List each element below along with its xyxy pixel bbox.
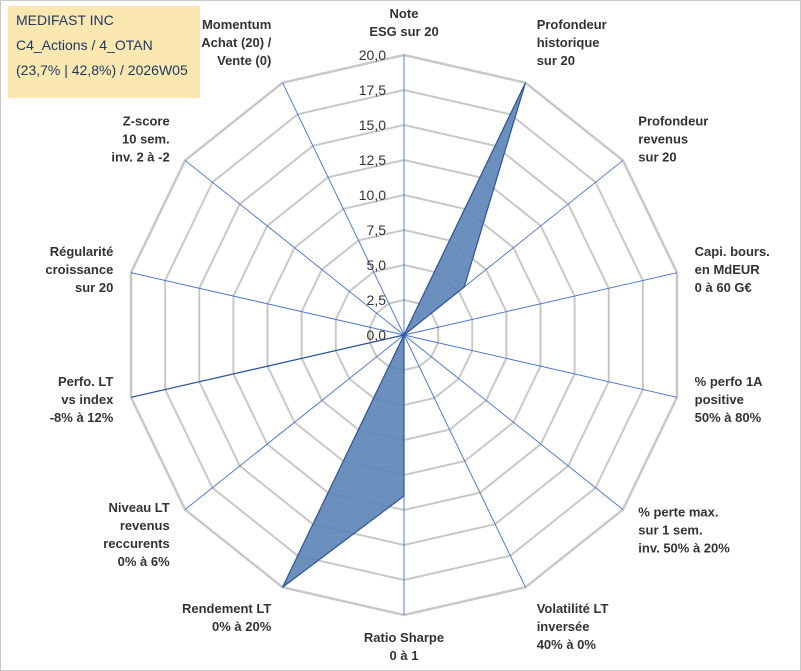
axis-label: % perfo 1A positive 50% à 80% <box>695 374 764 425</box>
portfolio-path: C4_Actions / 4_OTAN <box>16 37 153 53</box>
tick-label: 5,0 <box>367 257 387 273</box>
axis-label: Capi. bours. en MdEUR 0 à 60 G€ <box>695 244 770 295</box>
radial-tick-labels: 0,0 2,5 5,0 7,5 10,0 12,5 15,0 17,5 20,0 <box>359 47 386 343</box>
axis-spoke <box>403 334 678 398</box>
axis-label: Note ESG sur 20 <box>369 6 438 39</box>
portfolio-stats: (23,7% | 42,8%) / 2026W05 <box>16 62 188 78</box>
tick-label: 2,5 <box>367 292 387 308</box>
tick-label: 12,5 <box>359 152 386 168</box>
axis-spoke <box>403 334 526 588</box>
axis-label: Momentum Achat (20) / Vente (0) <box>201 17 271 68</box>
tick-label: 17,5 <box>359 82 386 98</box>
axis-label: Rendement LT 0% à 20% <box>182 601 272 634</box>
company-name: MEDIFAST INC <box>16 12 114 28</box>
tick-label: 20,0 <box>359 47 386 63</box>
axis-label: Z-score 10 sem. inv. 2 à -2 <box>111 113 169 164</box>
axis-spoke <box>130 272 405 336</box>
axis-spoke <box>403 334 624 510</box>
axis-label: Volatilité LT inversée 40% à 0% <box>537 601 609 652</box>
tick-label: 15,0 <box>359 117 386 133</box>
series-area <box>130 82 527 588</box>
axis-label: Profondeur historique sur 20 <box>537 17 607 68</box>
axis-label: Régularité croissance sur 20 <box>45 244 113 295</box>
axis-spoke <box>403 272 678 336</box>
tick-label: 0,0 <box>367 327 387 343</box>
axis-label: Niveau LT revenus reccurents 0% à 6% <box>103 500 170 569</box>
axis-label: % perte max. sur 1 sem. inv. 50% à 20% <box>638 505 730 556</box>
title-box: MEDIFAST INC C4_Actions / 4_OTAN (23,7% … <box>8 6 200 98</box>
axis-label: Ratio Sharpe 0 à 1 <box>364 630 444 663</box>
axis-spoke <box>184 160 405 336</box>
axis-label: Profondeur revenus sur 20 <box>638 113 708 164</box>
tick-label: 10,0 <box>359 187 386 203</box>
axis-spoke <box>282 82 405 336</box>
axis-labels: Note ESG sur 20 Profondeur historique sur 20… <box>45 6 769 663</box>
axis-label: Perfo. LT vs index -8% à 12% <box>50 374 114 425</box>
radar-series <box>130 82 527 588</box>
axis-spoke <box>184 334 405 510</box>
tick-label: 7,5 <box>367 222 387 238</box>
